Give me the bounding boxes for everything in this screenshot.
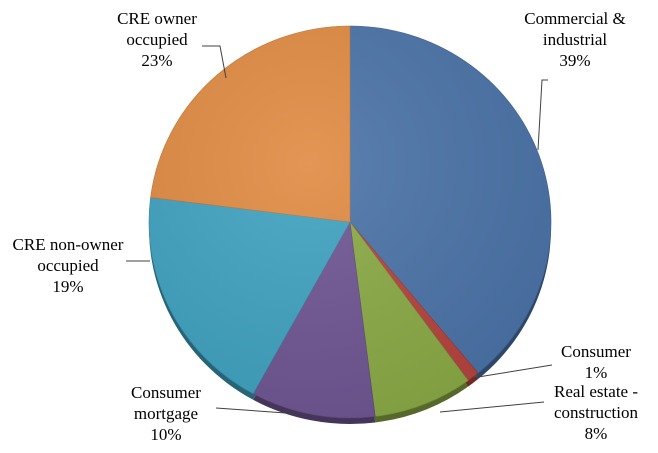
slice-label: Commercial & industrial 39%: [524, 9, 626, 70]
leader-line: [202, 45, 227, 79]
pie-labels: Commercial & industrial 39% Consumer 1%Real …: [13, 9, 639, 444]
slice-label: Consumer 1%: [561, 342, 631, 382]
leader-line: [439, 401, 545, 413]
slice-name-label: CRE owner: [117, 9, 197, 28]
slice-name-label: mortgage: [134, 404, 198, 423]
slice-percent-label: 19%: [52, 277, 83, 296]
slice-percent-label: 1%: [585, 363, 608, 382]
slice-name-label: Commercial &: [524, 9, 626, 28]
slice-label: Real estate - construction 8%: [554, 382, 639, 443]
slice-percent-label: 10%: [150, 425, 181, 444]
slice-name-label: Consumer: [561, 342, 631, 361]
slice-label: Consumer mortgage 10%: [131, 383, 201, 444]
pie-slices: [148, 25, 552, 419]
slice-percent-label: 8%: [585, 424, 608, 443]
slice-name-label: construction: [554, 403, 639, 422]
slice-name-label: industrial: [543, 30, 607, 49]
slice-label: CRE non-owner occupied 19%: [13, 235, 124, 296]
slice-name-label: occupied: [37, 256, 99, 275]
leader-line: [215, 407, 301, 415]
slice-name-label: occupied: [126, 30, 188, 49]
pie-shine: [149, 26, 551, 418]
leader-line: [537, 79, 548, 151]
slice-percent-label: 23%: [141, 51, 172, 70]
slice-name-label: CRE non-owner: [13, 235, 124, 254]
slice-percent-label: 39%: [559, 51, 590, 70]
slice-name-label: Consumer: [131, 383, 201, 402]
leader-line: [471, 364, 553, 379]
slice-label: CRE owner occupied 23%: [117, 9, 197, 70]
slice-name-label: Real estate -: [554, 382, 638, 401]
